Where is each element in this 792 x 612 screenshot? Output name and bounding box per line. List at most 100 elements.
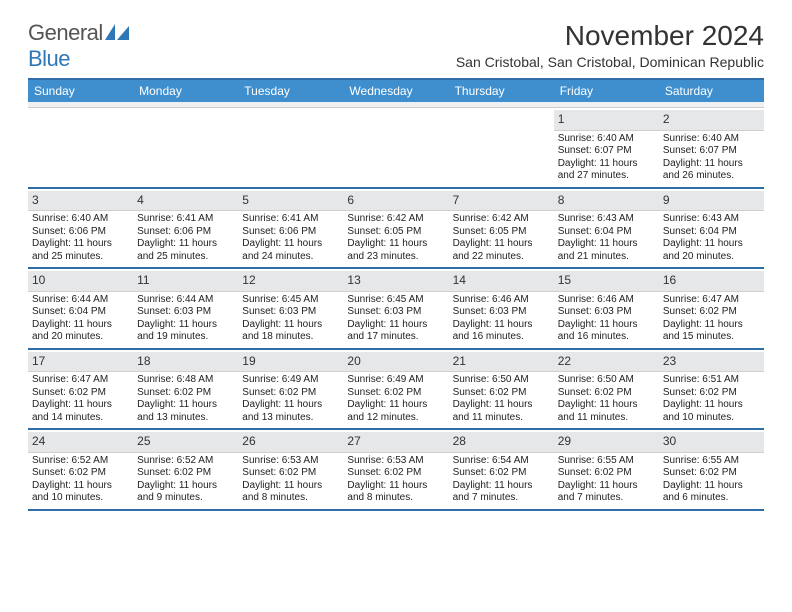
day-number: 6 [347,193,354,207]
daylight2-text: and 25 minutes. [137,251,234,264]
day-number: 27 [347,434,360,448]
daylight2-text: and 25 minutes. [32,251,129,264]
dow-sunday: Sunday [28,80,133,102]
calendar-cell [343,108,448,187]
sunrise-text: Sunrise: 6:47 AM [663,294,760,307]
daylight2-text: and 17 minutes. [347,331,444,344]
day-number: 10 [32,273,45,287]
sunrise-text: Sunrise: 6:43 AM [663,213,760,226]
daylight1-text: Daylight: 11 hours [137,319,234,332]
daylight2-text: and 16 minutes. [558,331,655,344]
sunset-text: Sunset: 6:02 PM [663,467,760,480]
daylight1-text: Daylight: 11 hours [347,480,444,493]
week-row: 3Sunrise: 6:40 AMSunset: 6:06 PMDaylight… [28,189,764,270]
day-number-bar: 18 [133,352,238,373]
sun-info: Sunrise: 6:50 AMSunset: 6:02 PMDaylight:… [453,374,550,424]
daylight1-text: Daylight: 11 hours [242,480,339,493]
calendar-cell: 18Sunrise: 6:48 AMSunset: 6:02 PMDayligh… [133,350,238,429]
day-number-bar: 13 [343,271,448,292]
sun-info: Sunrise: 6:55 AMSunset: 6:02 PMDaylight:… [558,455,655,505]
day-number: 17 [32,354,45,368]
daylight2-text: and 10 minutes. [663,412,760,425]
sunrise-text: Sunrise: 6:50 AM [453,374,550,387]
day-number-bar: 7 [449,191,554,212]
calendar: Sunday Monday Tuesday Wednesday Thursday… [28,78,764,511]
weeks-container: 1 Sunrise: 6:40 AMSunset: 6:07 PMDaylight… [28,108,764,511]
sunset-text: Sunset: 6:02 PM [453,387,550,400]
day-number-bar: 15 [554,271,659,292]
daylight2-text: and 11 minutes. [453,412,550,425]
daylight1-text: Daylight: 11 hours [558,399,655,412]
sunrise-text: Sunrise: 6:49 AM [242,374,339,387]
calendar-cell: 3Sunrise: 6:40 AMSunset: 6:06 PMDaylight… [28,189,133,268]
sunset-text: Sunset: 6:02 PM [663,306,760,319]
daylight2-text: and 7 minutes. [453,492,550,505]
sunrise-text: Sunrise: 6:55 AM [663,455,760,468]
daylight1-text: Daylight: 11 hours [347,238,444,251]
sun-info: Sunrise: 6:47 AMSunset: 6:02 PMDaylight:… [32,374,129,424]
calendar-cell: 20Sunrise: 6:49 AMSunset: 6:02 PMDayligh… [343,350,448,429]
sunset-text: Sunset: 6:02 PM [558,467,655,480]
day-number-bar: 16 [659,271,764,292]
daylight1-text: Daylight: 11 hours [32,480,129,493]
day-number: 5 [242,193,249,207]
sunset-text: Sunset: 6:02 PM [663,387,760,400]
week-row: 1 Sunrise: 6:40 AMSunset: 6:07 PMDaylight… [28,108,764,189]
daylight1-text: Daylight: 11 hours [453,238,550,251]
daylight1-text: Daylight: 11 hours [558,319,655,332]
sunrise-text: Sunrise: 6:40 AM [32,213,129,226]
sunset-text: Sunset: 6:03 PM [347,306,444,319]
daylight2-text: and 22 minutes. [453,251,550,264]
calendar-cell: 22Sunrise: 6:50 AMSunset: 6:02 PMDayligh… [554,350,659,429]
calendar-cell: 19Sunrise: 6:49 AMSunset: 6:02 PMDayligh… [238,350,343,429]
day-number: 4 [137,193,144,207]
day-number-bar: 17 [28,352,133,373]
sunrise-text: Sunrise: 6:40 AM [558,133,655,146]
day-number-bar: 19 [238,352,343,373]
day-number: 11 [137,273,149,287]
calendar-cell: 9 Sunrise: 6:43 AMSunset: 6:04 PMDaylight… [659,189,764,268]
dow-monday: Monday [133,80,238,102]
day-number: 20 [347,354,360,368]
sunset-text: Sunset: 6:06 PM [242,226,339,239]
calendar-cell: 4Sunrise: 6:41 AMSunset: 6:06 PMDaylight… [133,189,238,268]
daylight1-text: Daylight: 11 hours [137,399,234,412]
day-number: 3 [32,193,39,207]
daylight1-text: Daylight: 11 hours [242,319,339,332]
sunrise-text: Sunrise: 6:48 AM [137,374,234,387]
calendar-cell: 30Sunrise: 6:55 AMSunset: 6:02 PMDayligh… [659,430,764,509]
sunset-text: Sunset: 6:03 PM [242,306,339,319]
day-number: 9 [663,193,670,207]
day-number: 1 [558,112,565,126]
daylight2-text: and 15 minutes. [663,331,760,344]
calendar-cell: 21Sunrise: 6:50 AMSunset: 6:02 PMDayligh… [449,350,554,429]
calendar-cell [449,108,554,187]
daylight2-text: and 19 minutes. [137,331,234,344]
sun-info: Sunrise: 6:43 AMSunset: 6:04 PMDaylight:… [663,213,760,263]
calendar-cell: 5Sunrise: 6:41 AMSunset: 6:06 PMDaylight… [238,189,343,268]
day-number-bar: 28 [449,432,554,453]
daylight1-text: Daylight: 11 hours [347,399,444,412]
sun-info: Sunrise: 6:40 AMSunset: 6:07 PMDaylight:… [663,133,760,183]
daylight1-text: Daylight: 11 hours [32,399,129,412]
sunset-text: Sunset: 6:06 PM [32,226,129,239]
day-number-bar: 26 [238,432,343,453]
daylight2-text: and 9 minutes. [137,492,234,505]
sunrise-text: Sunrise: 6:53 AM [242,455,339,468]
daylight2-text: and 24 minutes. [242,251,339,264]
day-number-bar: 11 [133,271,238,292]
day-number-bar: 29 [554,432,659,453]
sunrise-text: Sunrise: 6:46 AM [558,294,655,307]
sunset-text: Sunset: 6:02 PM [137,467,234,480]
header: General Blue November 2024 San Cristobal… [28,20,764,72]
sunset-text: Sunset: 6:02 PM [558,387,655,400]
sun-info: Sunrise: 6:44 AMSunset: 6:03 PMDaylight:… [137,294,234,344]
daylight2-text: and 18 minutes. [242,331,339,344]
sunset-text: Sunset: 6:03 PM [453,306,550,319]
week-row: 10Sunrise: 6:44 AMSunset: 6:04 PMDayligh… [28,269,764,350]
calendar-cell: 10Sunrise: 6:44 AMSunset: 6:04 PMDayligh… [28,269,133,348]
sunrise-text: Sunrise: 6:44 AM [137,294,234,307]
daylight1-text: Daylight: 11 hours [558,480,655,493]
calendar-cell: 12Sunrise: 6:45 AMSunset: 6:03 PMDayligh… [238,269,343,348]
sunset-text: Sunset: 6:02 PM [137,387,234,400]
